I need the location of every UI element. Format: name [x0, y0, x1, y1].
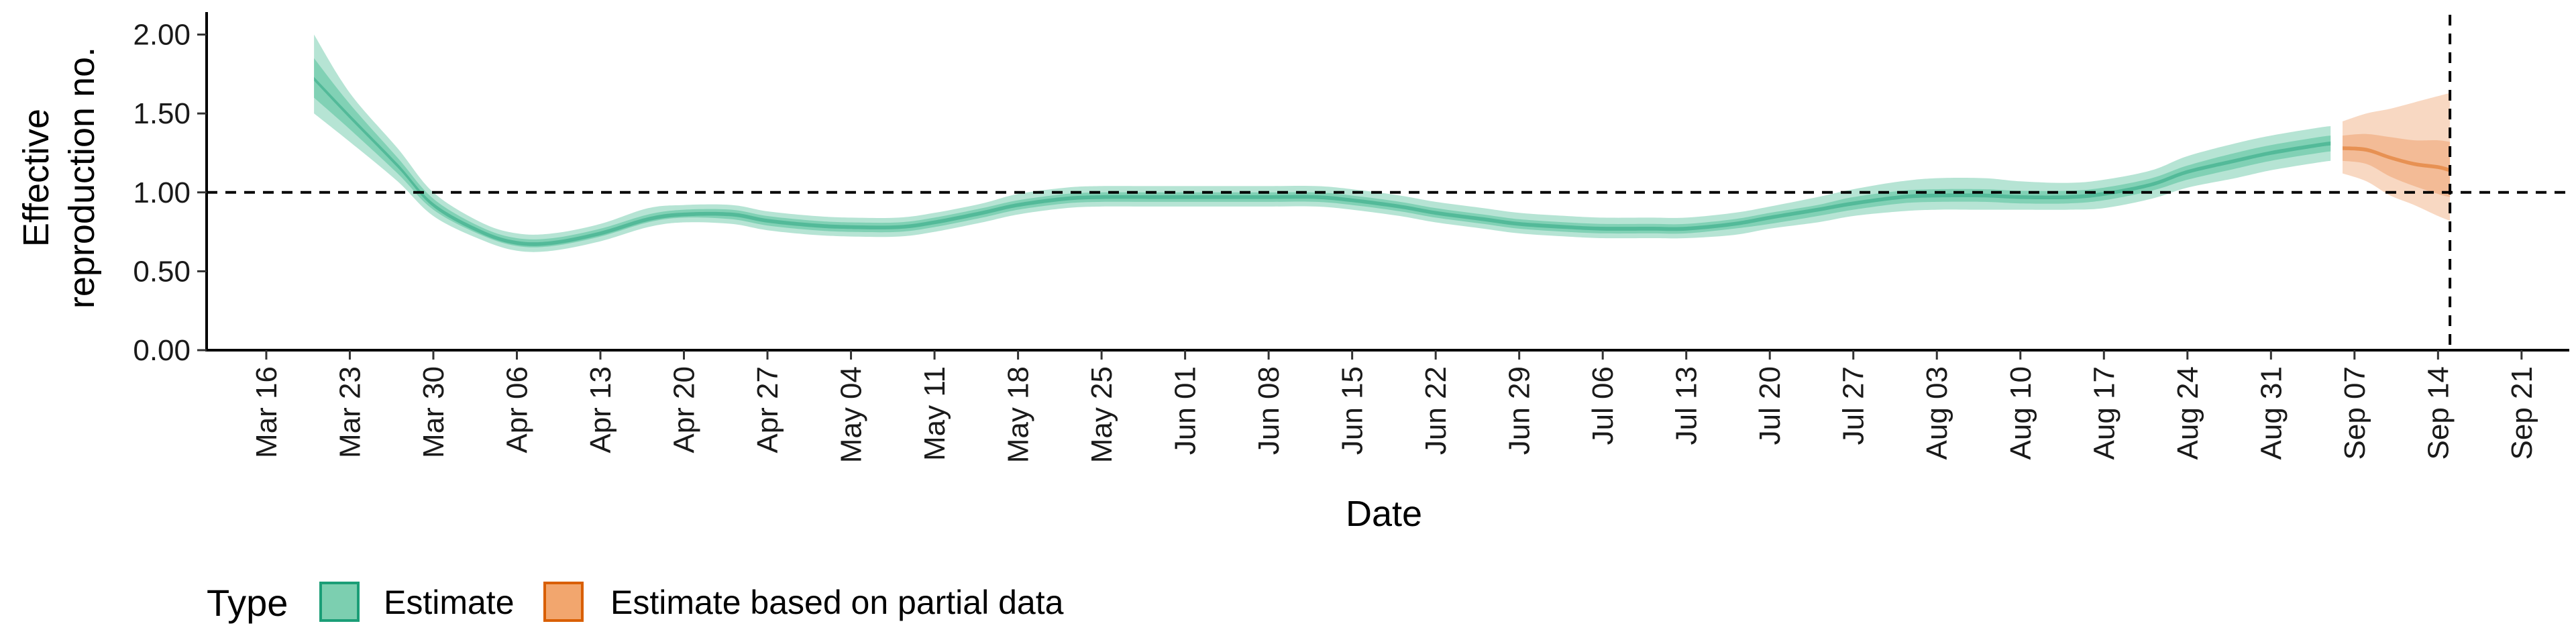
legend-key-partial: [543, 582, 584, 622]
x-tick-label: Jul 06: [1587, 366, 1619, 445]
series-estimate: [314, 34, 2331, 252]
x-tick-label: Jul 20: [1754, 366, 1786, 445]
x-tick-label: Mar 16: [250, 366, 283, 458]
x-tick-label: May 11: [918, 366, 951, 461]
x-tick-label: Apr 20: [668, 366, 701, 453]
y-axis-title-line-2: reproduction no.: [62, 47, 102, 309]
x-tick-label: Jun 08: [1252, 366, 1285, 455]
x-tick-label: Sep 14: [2422, 366, 2455, 460]
axes: 0.00 0.50 1.00 1.50 2.00 Mar 16 Mar 23 Mar 30 Ap…: [133, 12, 2569, 463]
x-tick-label: Jul 13: [1670, 366, 1703, 445]
median-partial: [2343, 146, 2451, 172]
legend-title: Type: [207, 582, 288, 624]
x-tick-label: Aug 10: [2004, 366, 2037, 460]
legend-label-partial: Estimate based on partial data: [610, 584, 1064, 621]
legend-key-estimate: [319, 582, 360, 622]
legend-label-estimate: Estimate: [384, 584, 515, 621]
x-tick-label: Sep 21: [2506, 366, 2538, 460]
x-tick-label: Apr 27: [751, 366, 784, 453]
x-tick-label: Aug 03: [1921, 366, 1953, 460]
x-tick-label: May 18: [1002, 366, 1035, 463]
y-axis-title-line-1: Effective: [16, 109, 56, 247]
series-bands: [314, 34, 2451, 252]
y-tick-label: 1.50: [133, 97, 191, 130]
x-tick-label: Aug 17: [2088, 366, 2121, 460]
legend: Type Estimate Estimate based on partial …: [207, 582, 1064, 624]
x-tick-label: Mar 23: [334, 366, 367, 458]
x-tick-label: Jul 27: [1837, 366, 1870, 445]
y-tick-label: 0.50: [133, 255, 191, 288]
y-tick-label: 2.00: [133, 19, 191, 52]
x-tick-label: Aug 24: [2171, 366, 2204, 460]
reference-lines: [207, 15, 2569, 350]
series-partial: [2343, 93, 2451, 221]
y-tick-label: 1.00: [133, 176, 191, 209]
axis-titles: Date Effective reproduction no.: [16, 47, 1422, 534]
y-tick-label: 0.00: [133, 334, 191, 367]
x-tick-label: Jun 29: [1503, 366, 1536, 455]
x-tick-label: Sep 07: [2339, 366, 2371, 460]
x-tick-label: Jun 01: [1169, 366, 1202, 455]
x-tick-label: Aug 31: [2255, 366, 2288, 460]
x-tick-label: Jun 22: [1419, 366, 1452, 455]
x-tick-label: Apr 13: [584, 366, 617, 453]
x-tick-label: May 25: [1085, 366, 1118, 463]
band-inner-partial: [2343, 133, 2451, 197]
x-tick-label: May 04: [835, 366, 868, 463]
x-tick-label: Jun 15: [1336, 366, 1369, 455]
x-axis-title: Date: [1346, 494, 1422, 534]
x-tick-label: Apr 06: [501, 366, 534, 453]
x-tick-label: Mar 30: [417, 366, 450, 458]
band-outer-estimate: [314, 34, 2331, 252]
